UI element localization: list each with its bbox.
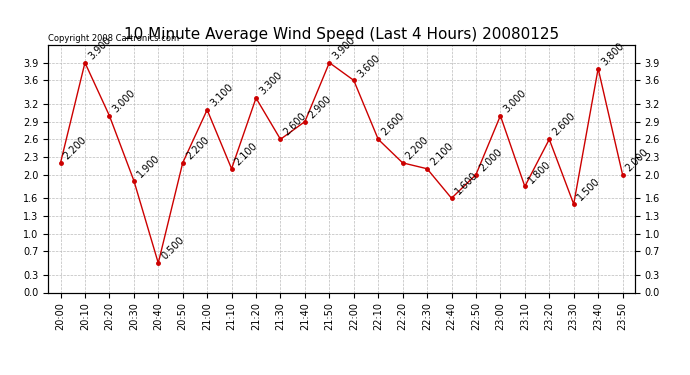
- Text: 3.900: 3.900: [331, 35, 357, 61]
- Text: 1.900: 1.900: [135, 153, 161, 179]
- Text: Copyright 2008 Cartronics.com: Copyright 2008 Cartronics.com: [48, 33, 179, 42]
- Text: 2.600: 2.600: [380, 111, 406, 138]
- Text: 2.600: 2.600: [282, 111, 308, 138]
- Text: 2.200: 2.200: [404, 135, 431, 162]
- Text: 2.200: 2.200: [62, 135, 88, 162]
- Text: 0.500: 0.500: [159, 235, 186, 262]
- Text: 2.100: 2.100: [428, 141, 455, 167]
- Text: 2.000: 2.000: [477, 147, 504, 173]
- Text: 3.600: 3.600: [355, 53, 382, 79]
- Text: 2.100: 2.100: [233, 141, 259, 167]
- Text: 3.000: 3.000: [502, 88, 529, 114]
- Text: 2.200: 2.200: [184, 135, 210, 162]
- Text: 2.600: 2.600: [551, 111, 578, 138]
- Text: 3.300: 3.300: [257, 70, 284, 97]
- Text: 2.000: 2.000: [624, 147, 651, 173]
- Text: 3.900: 3.900: [86, 35, 113, 61]
- Text: 1.600: 1.600: [453, 170, 480, 197]
- Text: 3.000: 3.000: [111, 88, 137, 114]
- Title: 10 Minute Average Wind Speed (Last 4 Hours) 20080125: 10 Minute Average Wind Speed (Last 4 Hou…: [124, 27, 559, 42]
- Text: 1.500: 1.500: [575, 176, 602, 203]
- Text: 2.900: 2.900: [306, 94, 333, 120]
- Text: 3.800: 3.800: [600, 40, 626, 67]
- Text: 3.100: 3.100: [208, 82, 235, 108]
- Text: 1.800: 1.800: [526, 159, 553, 185]
